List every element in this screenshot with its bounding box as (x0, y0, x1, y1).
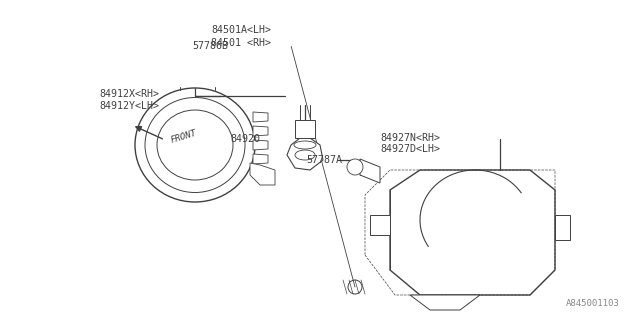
Ellipse shape (157, 110, 233, 180)
Ellipse shape (295, 150, 315, 160)
Polygon shape (555, 215, 570, 240)
Text: 84927D<LH>: 84927D<LH> (381, 144, 441, 154)
Text: 84501 <RH>: 84501 <RH> (211, 38, 271, 48)
Text: A845001103: A845001103 (566, 299, 620, 308)
Text: 57787A: 57787A (306, 155, 342, 165)
Circle shape (347, 159, 363, 175)
Text: 84927N<RH>: 84927N<RH> (381, 132, 441, 143)
Polygon shape (253, 140, 268, 150)
Polygon shape (295, 120, 315, 138)
Polygon shape (250, 163, 275, 185)
Text: 57786B: 57786B (192, 41, 228, 52)
Polygon shape (390, 170, 555, 295)
Ellipse shape (294, 141, 316, 149)
Text: 84912X<RH>: 84912X<RH> (99, 89, 159, 100)
Polygon shape (253, 168, 268, 178)
Ellipse shape (145, 98, 245, 193)
Polygon shape (253, 112, 268, 122)
Text: 84912Y<LH>: 84912Y<LH> (99, 100, 159, 111)
Polygon shape (360, 159, 380, 183)
Polygon shape (410, 295, 480, 310)
Polygon shape (253, 126, 268, 136)
Text: 84920: 84920 (230, 134, 260, 144)
Ellipse shape (135, 88, 255, 202)
Polygon shape (370, 215, 390, 235)
Polygon shape (253, 154, 268, 164)
Text: 84501A<LH>: 84501A<LH> (211, 25, 271, 36)
Circle shape (348, 280, 362, 294)
Text: FRONT: FRONT (170, 129, 198, 145)
Polygon shape (287, 138, 323, 170)
